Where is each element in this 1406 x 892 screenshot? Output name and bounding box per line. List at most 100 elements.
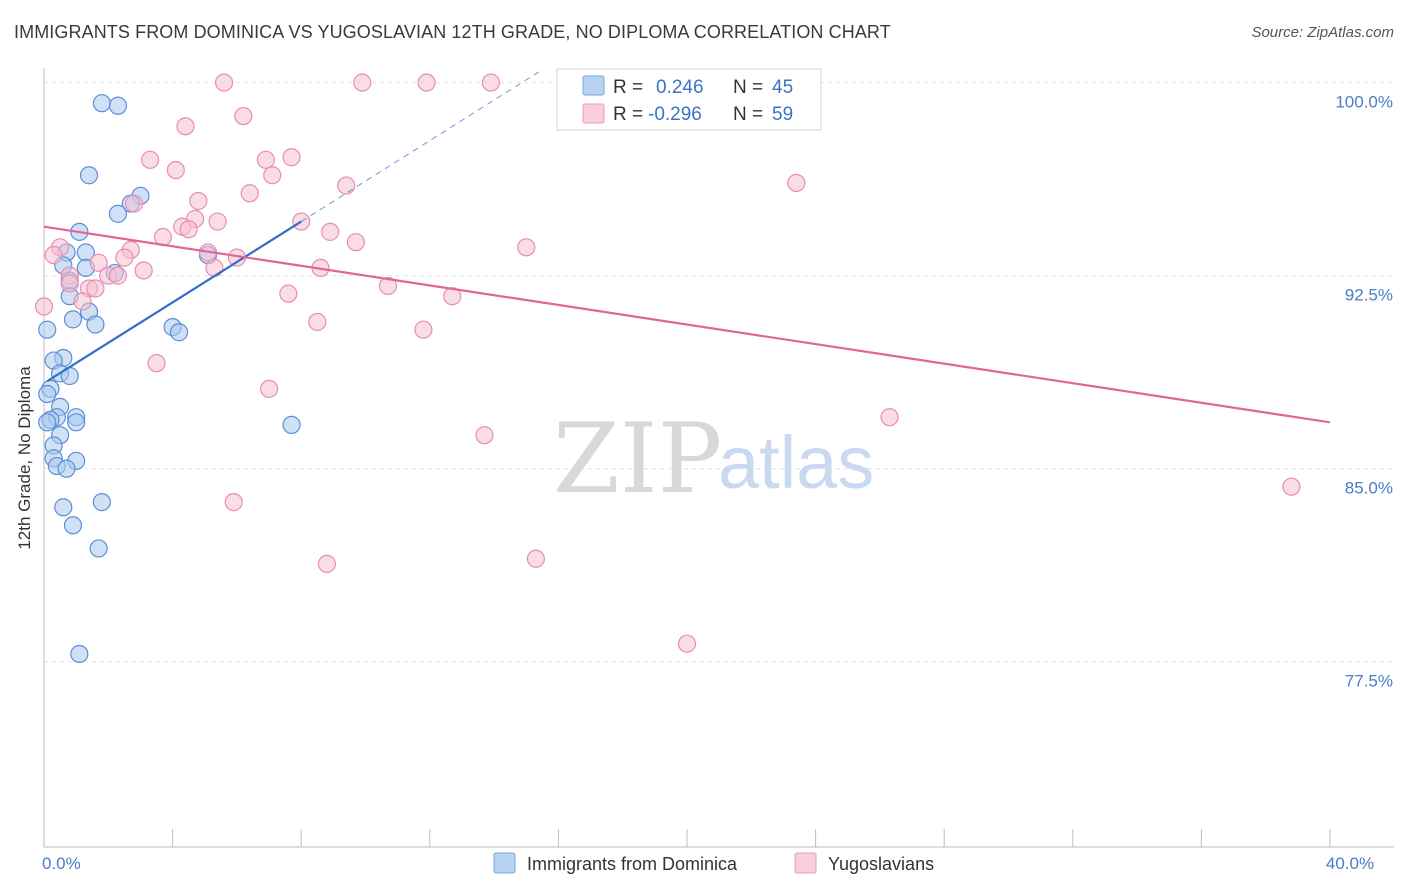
data-point [86,279,105,298]
tick-labels: 100.0% 92.5% 85.0% 77.5% 0.0% 40.0% [42,93,1393,873]
data-point [92,94,111,113]
axes [43,68,1394,848]
data-point [208,212,227,231]
grid-lines [44,82,1394,663]
data-point [179,220,198,239]
data-point [321,222,340,241]
data-point [60,274,79,293]
data-point [346,233,365,252]
data-point [317,554,337,573]
x-tick-label: 40.0% [1326,854,1374,873]
legend-r-value: 0.246 [656,77,704,98]
y-tick-label: 92.5% [1345,286,1393,305]
trend-line-dominica [46,220,302,383]
data-point [240,184,259,203]
bottom-legend-label-yugoslavians: Yugoslavians [828,854,934,874]
y-tick-label: 85.0% [1345,479,1393,498]
data-point [517,238,536,257]
y-tick-label: 100.0% [1335,93,1393,112]
data-point [256,150,275,169]
watermark-atlas: atlas [718,421,874,504]
data-point [44,245,63,265]
series-immigrants-from-dominica [38,94,301,664]
data-point [140,150,160,169]
data-point [108,96,128,115]
legend-n-label: N = [733,77,763,98]
data-point [38,320,57,339]
data-point [481,73,500,92]
data-point [259,379,279,398]
data-point [108,266,128,285]
data-point [443,287,462,306]
legend-r-value: -0.296 [648,104,702,125]
trend-lines [43,69,1331,424]
data-point [86,315,105,334]
legend: R = 0.246 N = 45 R = -0.296 N = 59 [556,68,822,131]
data-point [880,408,899,427]
legend-n-label: N = [733,104,763,125]
chart-title: IMMIGRANTS FROM DOMINICA VS YUGOSLAVIAN … [14,22,891,42]
data-point [282,148,301,167]
data-point [92,493,111,512]
legend-swatch-pink [582,103,605,124]
data-point [337,176,356,195]
data-point [134,261,153,280]
data-point [378,276,398,296]
y-tick-label: 77.5% [1345,672,1393,691]
data-point [417,73,436,92]
data-point [169,323,189,342]
legend-r-label: R = [613,77,643,98]
data-point [38,384,57,404]
data-point [263,166,282,185]
bottom-legend: Immigrants from Dominica Yugoslavians [493,852,934,874]
data-point [1282,477,1301,496]
data-point [526,549,545,568]
data-point [176,117,195,136]
data-point [475,426,494,445]
data-point [115,248,134,267]
data-point [205,258,224,278]
data-point [224,493,243,512]
data-point [147,354,166,373]
watermark-zip: ZIP [553,403,722,515]
data-point [67,413,86,432]
source-label: Source: ZipAtlas.com [1251,24,1394,41]
data-point [677,634,697,653]
watermark: ZIP atlas [553,403,874,515]
data-point [73,292,92,311]
x-tick-label: 0.0% [42,854,81,873]
data-point [54,498,73,517]
data-point [63,516,83,535]
series-yugoslavians [34,73,1301,653]
legend-n-value: 59 [772,104,793,125]
data-point [353,73,372,92]
legend-n-value: 45 [772,77,793,98]
bottom-legend-swatch-pink [794,852,817,874]
data-point [108,204,128,223]
bottom-legend-swatch-blue [493,852,516,874]
data-point [308,312,327,332]
data-point [124,194,144,213]
data-point [189,191,208,211]
data-point [234,106,253,126]
data-point [282,415,301,435]
legend-swatch-blue [582,75,605,96]
data-point [57,459,76,478]
trend-line-dominica-extension [300,69,543,222]
bottom-legend-label-dominica: Immigrants from Dominica [527,854,738,874]
data-point [214,73,234,92]
data-point [70,644,89,664]
y-axis-label: 12th Grade, No Diploma [15,366,34,550]
data-point [166,160,185,180]
data-point [79,166,99,185]
data-point [279,284,298,303]
data-point [787,173,806,193]
data-point [63,310,83,329]
data-point [89,253,108,272]
data-point [89,539,108,558]
data-point [34,297,54,316]
data-point [38,413,57,432]
legend-r-label: R = [613,104,643,125]
trend-line-yugoslavians [43,225,1331,424]
